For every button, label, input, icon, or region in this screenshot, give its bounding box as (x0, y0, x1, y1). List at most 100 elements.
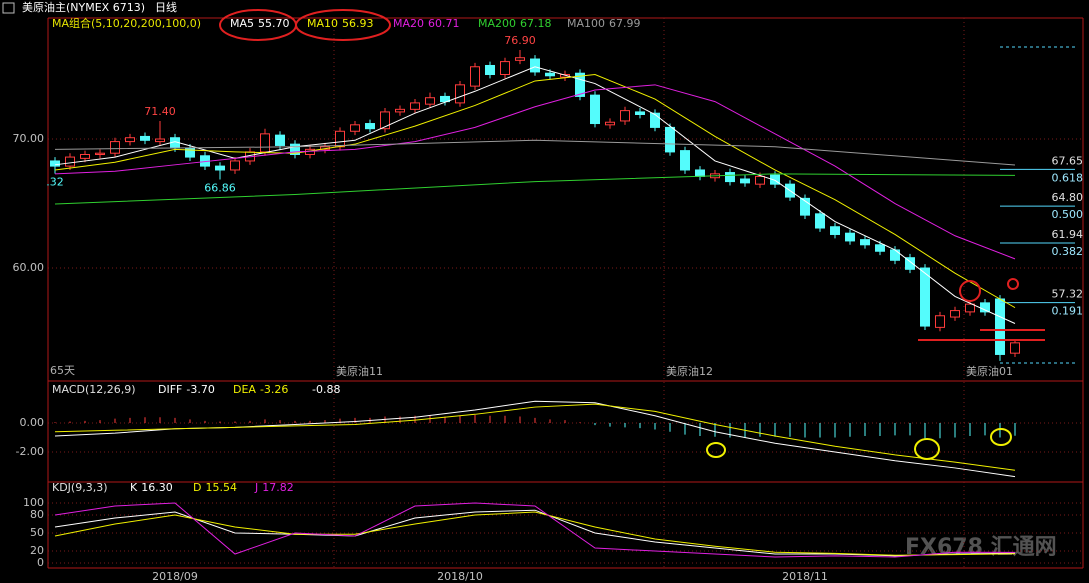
candle-body (230, 160, 240, 171)
fib-price-label: 57.32 (1052, 288, 1084, 301)
candle-body (410, 102, 420, 110)
candle-body (650, 112, 660, 128)
candle-body (590, 94, 600, 125)
highlight-circle (1007, 278, 1019, 290)
candle-body (800, 197, 810, 216)
indicator-line (54, 66, 1016, 324)
candle-body (125, 137, 135, 143)
candle-body (215, 165, 225, 171)
candle-body (980, 302, 990, 313)
highlight-circle (706, 442, 726, 458)
highlight-circle (959, 280, 981, 302)
fib-ratio-label: 0.500 (1052, 208, 1084, 221)
y-tick-label: -2.00 (16, 445, 44, 458)
candle-body (50, 160, 60, 167)
candle-body (620, 110, 630, 122)
fib-price-label: 64.80 (1052, 191, 1084, 204)
candle-body (815, 213, 825, 229)
legend-name: MA5 (230, 17, 254, 30)
candle-body (395, 108, 405, 113)
legend-name: MA10 (307, 17, 338, 30)
fib-price-label: 61.94 (1052, 228, 1084, 241)
candle-body (290, 143, 300, 155)
candle-body (875, 244, 885, 252)
candle-body (455, 84, 465, 104)
x-tick-label: 2018/09 (152, 570, 198, 583)
watermark: FX678 汇通网 (905, 535, 1057, 560)
candle-body (845, 232, 855, 242)
y-tick-label: 0.00 (20, 416, 45, 429)
candle-body (905, 257, 915, 270)
legend-name: D (193, 481, 201, 494)
legend-value: 67.99 (609, 17, 641, 30)
candle-body (260, 133, 270, 153)
legend-value: -3.70 (186, 383, 214, 396)
candle-body (440, 95, 450, 103)
candle-body (935, 315, 945, 328)
candle-body (140, 135, 150, 141)
legend-value: 17.82 (262, 481, 294, 494)
candle-body (380, 111, 390, 130)
period[interactable]: 日线 (155, 0, 177, 14)
symbol: 美原油主(NYMEX 6713) (22, 0, 145, 14)
candle-body (770, 174, 780, 185)
panel-title: MACD(12,26,9) (52, 383, 136, 396)
candle-body (365, 123, 375, 130)
indicator-line (54, 511, 1016, 556)
fib-price-label: 67.65 (1052, 154, 1084, 167)
candle-body (470, 66, 480, 87)
legend-name: MA100 (567, 17, 605, 30)
legend-value: -3.26 (260, 383, 288, 396)
histogram-last-value: -0.88 (312, 383, 340, 396)
candle-body (1010, 342, 1020, 354)
candle-body (950, 310, 960, 318)
candle-body (860, 239, 870, 246)
indicator-line (54, 403, 1016, 471)
y-tick-label: 60.00 (13, 261, 45, 274)
span-label: 65天 (50, 364, 75, 377)
candle-body (110, 141, 120, 154)
candle-body (80, 153, 90, 159)
legend-name: MA20 (393, 17, 424, 30)
y-tick-label: 100 (23, 496, 44, 509)
candle-body (605, 121, 615, 126)
legend-name: K (130, 481, 138, 494)
y-tick-label: 80 (30, 508, 44, 521)
candle-body (560, 74, 570, 78)
candle-body (575, 72, 585, 97)
candle-body (995, 298, 1005, 355)
price-annotation: .32 (46, 176, 64, 189)
candle-body (155, 138, 165, 143)
candle-body (635, 111, 645, 115)
app-icon (2, 2, 15, 14)
annotations-drawn (219, 9, 1045, 460)
candle-body (965, 303, 975, 313)
y-tick-label: 20 (30, 544, 44, 557)
candle-body (530, 58, 540, 73)
indicator-line (54, 173, 1016, 205)
indicator-line (54, 73, 1016, 309)
candle-body (695, 169, 705, 177)
panel-title: KDJ(9,3,3) (52, 481, 108, 494)
panel-title: MA组合(5,10,20,200,100,0) (52, 16, 201, 30)
price-annotation: 76.90 (504, 34, 536, 47)
highlight-circle (990, 428, 1012, 446)
fib-ratio-label: 0.382 (1052, 245, 1084, 258)
legend-value: 67.18 (520, 17, 552, 30)
legend-value: 16.30 (141, 481, 173, 494)
highlight-ellipse (295, 9, 391, 41)
legend-name: DEA (233, 383, 256, 396)
price-annotation: 71.40 (144, 105, 176, 118)
y-tick-label: 50 (30, 526, 44, 539)
highlight-circle (914, 438, 940, 460)
x-tick-label: 2018/11 (782, 570, 828, 583)
candle-body (755, 175, 765, 185)
candle-body (65, 156, 75, 167)
candle-body (485, 64, 495, 76)
candle-body (95, 152, 105, 155)
legend-name: DIFF (158, 383, 182, 396)
legend-value: 55.70 (258, 17, 290, 30)
indicator-line (54, 502, 1016, 558)
